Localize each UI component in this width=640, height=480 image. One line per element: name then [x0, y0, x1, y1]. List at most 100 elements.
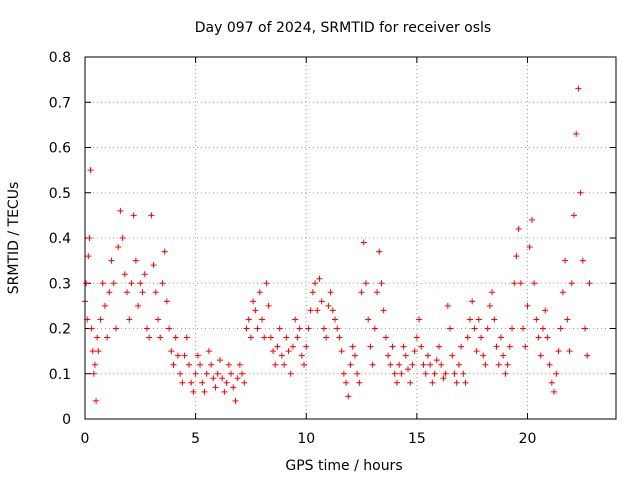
data-point	[157, 334, 164, 341]
data-point	[466, 316, 473, 323]
data-point	[99, 280, 106, 287]
data-point	[121, 271, 128, 278]
data-point	[208, 361, 215, 368]
data-point	[124, 289, 131, 296]
data-point	[294, 334, 301, 341]
data-point	[389, 343, 396, 350]
data-point	[318, 298, 325, 305]
data-point	[362, 280, 369, 287]
data-point	[265, 302, 272, 309]
data-point	[396, 361, 403, 368]
data-point	[506, 343, 513, 350]
data-point	[128, 280, 135, 287]
plot-frame	[84, 56, 617, 420]
data-point	[356, 379, 363, 386]
data-point	[283, 334, 290, 341]
y-tick-label: 0.3	[49, 276, 71, 292]
data-point	[323, 334, 330, 341]
y-tick-label: 0	[62, 412, 71, 428]
data-point	[531, 280, 538, 287]
data-point	[259, 316, 265, 323]
data-point	[513, 253, 520, 260]
data-point	[551, 388, 558, 395]
data-point	[205, 348, 212, 355]
data-point	[247, 334, 254, 341]
data-point	[473, 348, 480, 355]
data-point	[398, 370, 405, 377]
data-point	[172, 334, 179, 341]
data-point	[544, 334, 551, 341]
data-point	[203, 370, 210, 377]
data-point	[287, 370, 294, 377]
data-point	[192, 370, 199, 377]
x-tick-label: 5	[191, 431, 200, 447]
x-tick-label: 20	[519, 431, 537, 447]
y-axis-title: SRMTID / TECUs	[6, 182, 22, 295]
data-point	[458, 343, 465, 350]
data-point	[455, 361, 462, 368]
data-point	[241, 379, 248, 386]
data-point	[336, 334, 343, 341]
data-point	[216, 357, 223, 364]
data-point	[349, 343, 356, 350]
data-point	[433, 357, 440, 364]
data-point	[566, 348, 573, 355]
data-point	[263, 280, 270, 287]
data-point	[451, 370, 458, 377]
data-point	[126, 316, 133, 323]
data-point	[316, 275, 323, 282]
data-point	[489, 289, 496, 296]
data-point	[542, 307, 549, 314]
data-point	[376, 248, 383, 255]
data-point	[526, 244, 533, 251]
data-point	[568, 280, 575, 287]
data-point	[312, 280, 319, 287]
data-point	[431, 370, 438, 377]
data-point	[146, 334, 153, 341]
data-point	[232, 397, 239, 404]
x-tick-label: 0	[81, 431, 90, 447]
data-point	[515, 225, 522, 232]
data-point	[413, 334, 420, 341]
data-point	[201, 388, 208, 395]
data-point	[179, 379, 186, 386]
data-point	[444, 302, 451, 309]
data-point	[155, 316, 162, 323]
data-point	[285, 348, 292, 355]
data-point	[393, 379, 400, 386]
y-tick-label: 0.1	[49, 367, 71, 383]
data-point	[559, 289, 566, 296]
data-point	[575, 85, 582, 92]
data-point	[292, 316, 299, 323]
data-point	[504, 361, 511, 368]
data-point	[325, 302, 332, 309]
data-point	[469, 298, 476, 305]
data-point	[83, 280, 90, 287]
data-point	[185, 361, 192, 368]
data-point	[471, 325, 478, 332]
data-point	[369, 361, 376, 368]
data-point	[85, 253, 92, 260]
data-point	[219, 375, 226, 382]
data-point	[584, 352, 591, 359]
data-point	[460, 370, 467, 377]
data-point	[351, 352, 358, 359]
data-point	[256, 289, 263, 296]
data-point	[225, 361, 232, 368]
data-point	[150, 262, 157, 269]
data-point	[320, 325, 327, 332]
data-point	[371, 325, 378, 332]
data-point	[97, 316, 104, 323]
data-point	[402, 352, 409, 359]
chart-title: Day 097 of 2024, SRMTID for receiver osl…	[195, 20, 491, 36]
data-point	[221, 388, 228, 395]
data-point	[438, 361, 445, 368]
data-point	[416, 316, 423, 323]
data-point	[478, 334, 485, 341]
data-point	[391, 370, 398, 377]
data-point	[106, 289, 113, 296]
data-point	[101, 302, 108, 309]
data-point	[343, 379, 350, 386]
data-point	[385, 352, 392, 359]
